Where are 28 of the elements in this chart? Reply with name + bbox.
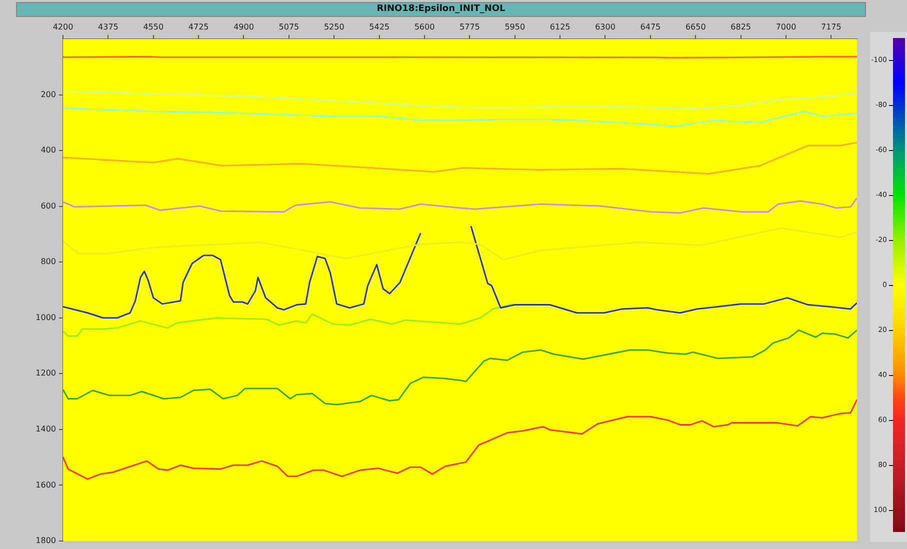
y-tick-label: 1200 [36,368,56,378]
x-tick-label: 6475 [640,22,661,32]
x-tick-label: 6125 [550,22,570,32]
x-tick-label: 5775 [460,22,480,32]
x-tick-label: 7175 [821,22,842,32]
x-tick-label: 4550 [143,22,164,32]
y-tick-label: 800 [40,257,56,266]
x-tick-label: 5075 [278,22,300,32]
x-tick-label: 7000 [776,22,796,32]
x-tick-label: 4725 [188,22,209,32]
x-tick-label: 6650 [685,22,706,32]
x-tick-label: 5250 [324,22,344,32]
x-tick-label: 6825 [730,22,751,32]
y-tick-label: 1600 [36,480,56,490]
x-tick-label: 4200 [52,22,74,32]
x-tick-label: 6300 [595,22,616,32]
chart-title: RINO18:Epsilon_INIT_NOL [16,2,866,17]
y-tick-label: 400 [40,146,56,155]
y-tick-label: 600 [40,201,56,210]
x-tick-label: 5425 [369,22,390,32]
y-tick-label: 1000 [36,312,56,322]
x-tick-label: 4375 [98,22,118,32]
x-tick-label: 4900 [234,22,254,32]
x-tick-label: 5600 [414,22,435,32]
x-tick-label: 5950 [504,22,526,32]
y-tick-label: 200 [40,90,56,99]
y-tick-label: 1800 [36,536,56,546]
y-tick-label: 1400 [36,424,56,434]
